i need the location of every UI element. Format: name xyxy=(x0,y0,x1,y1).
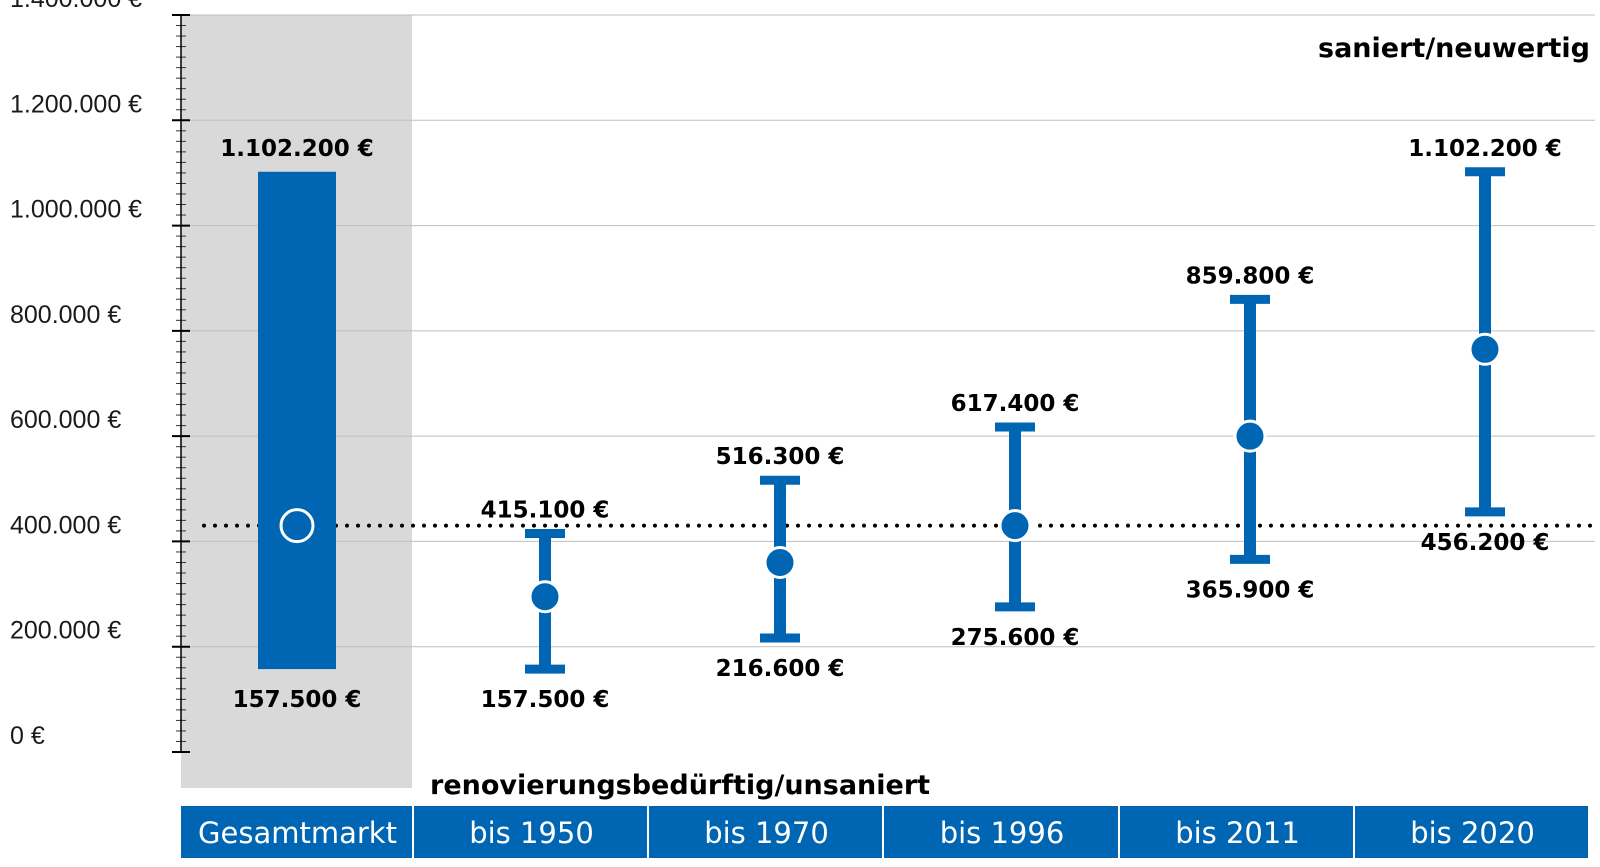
min-value-label: 157.500 € xyxy=(233,687,362,713)
median-point xyxy=(763,545,797,579)
y-tick-label: 1.400.000 € xyxy=(10,0,142,13)
max-value-label: 859.800 € xyxy=(1186,263,1315,289)
y-tick-label: 1.000.000 € xyxy=(10,196,142,224)
median-point xyxy=(1468,332,1502,366)
y-tick-label: 600.000 € xyxy=(10,406,121,434)
y-tick-label: 0 € xyxy=(10,722,45,750)
bottom-corner-label: renovierungsbedürftig/unsaniert xyxy=(430,770,930,801)
category-label: bis 1970 xyxy=(704,816,829,850)
max-value-label: 1.102.200 € xyxy=(220,136,374,162)
category-label: bis 2011 xyxy=(1175,816,1300,850)
category-cell xyxy=(884,806,1118,858)
min-value-label: 157.500 € xyxy=(481,687,610,713)
max-value-label: 1.102.200 € xyxy=(1408,136,1562,162)
range-marks: 1.102.200 € 157.500 € 415.100 € 157.500 € 51… xyxy=(220,136,1562,713)
gridlines xyxy=(181,14,1595,648)
y-tick-label: 800.000 € xyxy=(10,301,121,329)
max-value-label: 415.100 € xyxy=(481,497,610,523)
min-value-label: 216.600 € xyxy=(716,656,845,682)
category-cell xyxy=(414,806,647,858)
max-value-label: 516.300 € xyxy=(716,444,845,470)
category-cell xyxy=(649,806,882,858)
min-value-label: 456.200 € xyxy=(1421,530,1550,556)
median-point xyxy=(279,508,315,544)
max-value-label: 617.400 € xyxy=(951,391,1080,417)
category-label: bis 1950 xyxy=(469,816,594,850)
y-tick-label: 400.000 € xyxy=(10,511,121,539)
median-point xyxy=(528,580,562,614)
min-value-label: 365.900 € xyxy=(1186,577,1315,603)
median-point xyxy=(1233,419,1267,453)
category-label: Gesamtmarkt xyxy=(198,816,397,850)
category-label: bis 2020 xyxy=(1410,816,1535,850)
category-bar: Gesamtmarkt bis 1950 bis 1970 bis 1996 bis 2… xyxy=(181,806,1588,858)
y-tick-label: 1.200.000 € xyxy=(10,90,142,118)
median-point xyxy=(998,509,1032,543)
top-corner-label: saniert/neuwertig xyxy=(1318,33,1590,64)
range-bar xyxy=(258,171,336,670)
y-tick-label: 200.000 € xyxy=(10,617,121,645)
min-value-label: 275.600 € xyxy=(951,625,1080,651)
category-label: bis 1996 xyxy=(940,816,1065,850)
category-cell xyxy=(181,806,412,858)
category-cell xyxy=(1355,806,1588,858)
y-axis: 0 € 200.000 € 400.000 € 600.000 € 800.000 € 1… xyxy=(10,0,190,753)
category-cell xyxy=(1120,806,1353,858)
